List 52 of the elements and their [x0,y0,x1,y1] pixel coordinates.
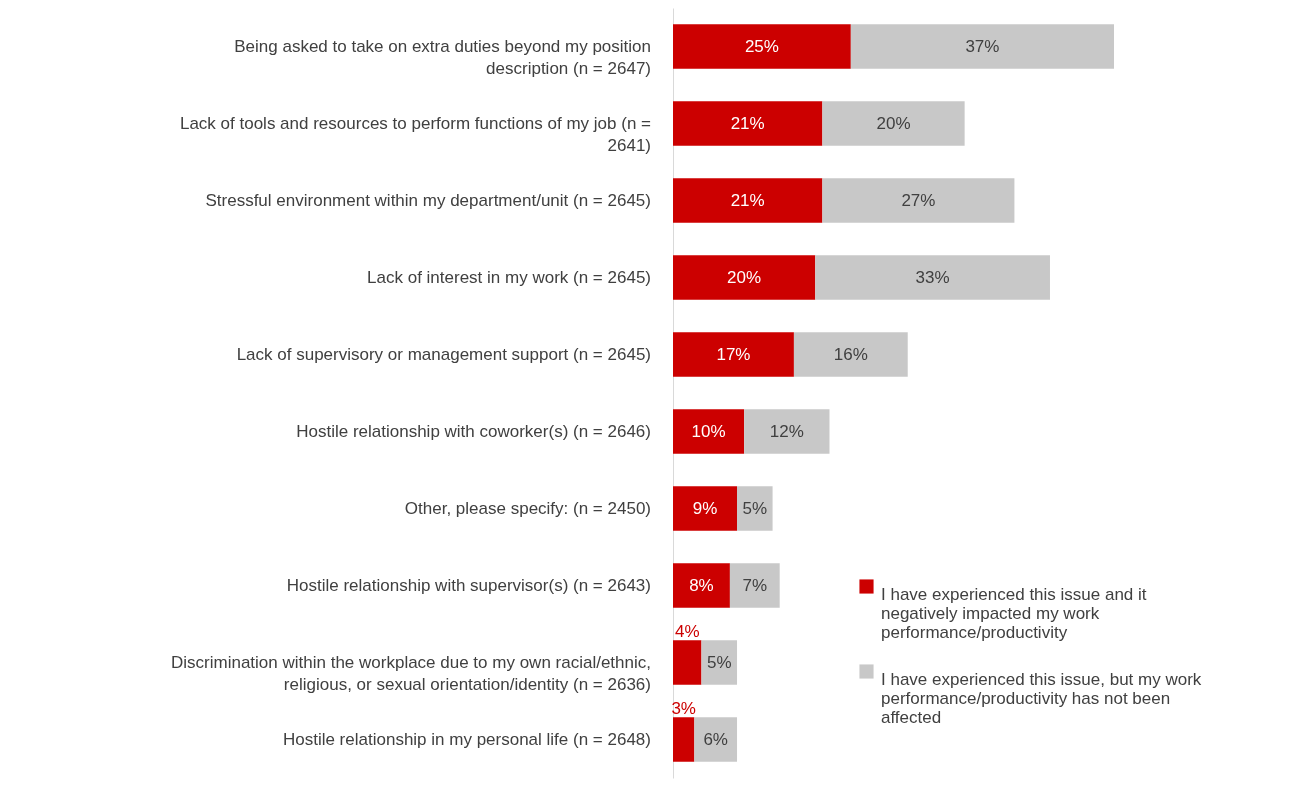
bar [673,409,745,454]
data-label: 27% [901,190,936,210]
bar [822,178,1015,223]
data-label: 9% [692,498,718,518]
y-tick-label: Lack of tools and resources to perform functions of my job (n = 2641) [179,113,652,155]
data-label: 6% [703,729,728,749]
data-label: 17% [716,344,751,364]
bar [673,178,823,223]
data-label: 8% [689,575,714,595]
bar [729,563,780,608]
data-label: 20% [727,267,762,287]
bar [673,563,730,608]
data-label: 10% [691,421,726,441]
bar [793,332,908,377]
data-label: 12% [769,421,804,441]
bar [673,255,816,300]
bar [673,640,702,685]
data-label: 7% [742,575,768,595]
data-label: 5% [742,498,768,518]
data-label: 21% [730,113,765,133]
data-label: 20% [876,113,911,133]
data-label: 4% [674,621,700,641]
bar [822,101,965,146]
bar [673,101,823,146]
y-tick-label: Hostile relationship with coworker(s) (n = 2646) [296,421,651,441]
data-label: 16% [833,344,868,364]
y-tick-label: Lack of interest in my work (n = 2645) [367,267,651,287]
bar [673,24,851,69]
y-tick-label: Other, please specify: (n = 2450) [404,498,651,518]
bar [815,255,1050,300]
bar [701,640,738,685]
data-label: 33% [915,267,950,287]
legend-label: I have experienced this issue, but my work performance/productivity has not been affected [881,669,1202,727]
y-tick-label: Lack of supervisory or management support (n = 2645) [236,344,651,364]
y-tick-label: Being asked to take on extra duties beyond my position description (n = 2647) [234,36,651,78]
bar [737,486,773,531]
data-label: 25% [744,36,779,56]
bar [673,717,695,762]
bar [850,24,1114,69]
data-label: 37% [965,36,1000,56]
y-tick-label: Hostile relationship in my personal life (n = 2648) [282,729,651,749]
data-label: 21% [730,190,765,210]
legend-label: I have experienced this issue and it negatively impacted my work performance/productivity [881,584,1147,642]
y-tick-label: Hostile relationship with supervisor(s) (n = 2643) [286,575,651,595]
data-label: 3% [671,698,696,718]
bar [744,409,830,454]
bar [694,717,738,762]
data-label: 5% [706,652,732,672]
y-tick-label: Stressful environment within my department/unit (n = 2645) [205,190,651,210]
bar [673,486,738,531]
y-tick-label: Discrimination within the workplace due to my own racial/ethnic, religious, or sexual orientation/identity (n = 2636) [171,652,651,694]
bar [673,332,794,377]
